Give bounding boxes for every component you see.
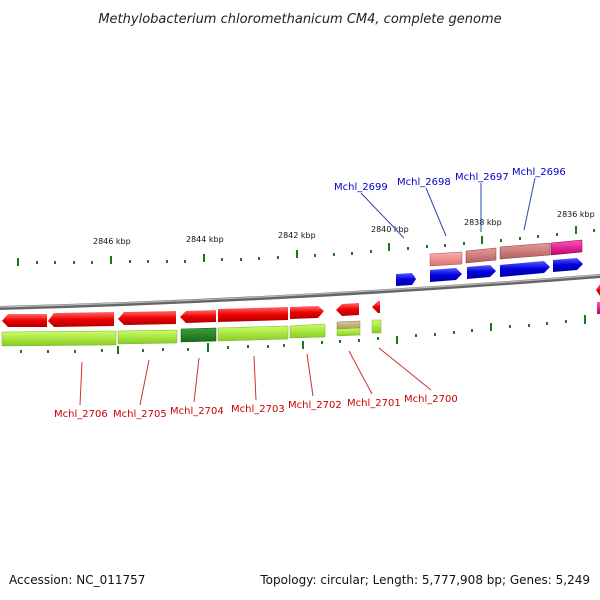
scale-ticks-lower — [20, 315, 586, 354]
cds-block[interactable] — [336, 327, 361, 337]
gene-label-mchl-2705[interactable]: Mchl_2705 — [113, 409, 167, 420]
cds-block[interactable] — [429, 251, 463, 267]
scale-label-2840: 2840 kbp — [371, 225, 409, 234]
gene-arrow[interactable] — [180, 310, 216, 323]
scale-label-2844: 2844 kbp — [186, 235, 224, 244]
gene-arrow[interactable] — [553, 258, 583, 272]
gene-label-mchl-2699[interactable]: Mchl_2699 — [334, 182, 388, 193]
accession-label: Accession: NC_011757 — [9, 573, 146, 587]
cds-block[interactable] — [550, 239, 583, 256]
gene-arrow[interactable] — [500, 261, 550, 277]
gene-label-mchl-2701[interactable]: Mchl_2701 — [347, 398, 401, 409]
gene-arrow[interactable] — [218, 307, 288, 322]
gene-label-mchl-2702[interactable]: Mchl_2702 — [288, 400, 342, 411]
gene-arrow[interactable] — [596, 284, 600, 296]
gene-label-mchl-2696[interactable]: Mchl_2696 — [512, 167, 566, 178]
cds-block[interactable] — [117, 329, 178, 345]
gene-label-mchl-2698[interactable]: Mchl_2698 — [397, 177, 451, 188]
cds-block[interactable] — [217, 325, 289, 342]
gene-labels-top: Mchl_2699 Mchl_2698 Mchl_2697 Mchl_2696 — [334, 167, 566, 239]
gene-label-mchl-2697[interactable]: Mchl_2697 — [455, 172, 509, 183]
gene-arrow[interactable] — [430, 268, 462, 282]
gene-track-reverse — [2, 284, 600, 327]
gene-arrow[interactable] — [372, 301, 380, 313]
genome-backbone — [0, 274, 600, 310]
map-title: Methylobacterium chloromethanicum CM4, c… — [98, 12, 501, 27]
gene-label-mchl-2704[interactable]: Mchl_2704 — [170, 406, 224, 417]
gene-arrow[interactable] — [396, 273, 416, 286]
scale-ticks-upper — [17, 226, 595, 266]
gene-arrow[interactable] — [118, 311, 176, 325]
cds-block[interactable] — [180, 327, 217, 343]
cds-track-reverse — [1, 302, 600, 347]
cds-block[interactable] — [289, 323, 326, 339]
scale-label-2846: 2846 kbp — [93, 237, 131, 246]
genome-info-label: Topology: circular; Length: 5,777,908 bp… — [260, 573, 590, 587]
gene-label-mchl-2703[interactable]: Mchl_2703 — [231, 404, 285, 415]
gene-track-forward — [396, 258, 583, 286]
cds-block[interactable] — [597, 302, 600, 314]
gene-label-mchl-2700[interactable]: Mchl_2700 — [404, 394, 458, 405]
gene-arrow[interactable] — [2, 314, 47, 327]
gene-labels-bottom: Mchl_2706 Mchl_2705 Mchl_2704 Mchl_2703 … — [54, 347, 458, 420]
gene-arrow[interactable] — [290, 306, 324, 319]
cds-block[interactable] — [1, 330, 117, 347]
gene-arrow[interactable] — [48, 312, 114, 327]
genome-backbone-highlight — [0, 274, 600, 308]
gene-label-mchl-2706[interactable]: Mchl_2706 — [54, 409, 108, 420]
cds-track-forward — [429, 239, 583, 267]
cds-block[interactable] — [371, 319, 382, 334]
cds-block[interactable] — [465, 247, 497, 264]
cds-block[interactable] — [336, 320, 361, 330]
scale-label-2842: 2842 kbp — [278, 231, 316, 240]
scale-label-2836: 2836 kbp — [557, 210, 595, 219]
gene-arrow[interactable] — [467, 265, 496, 279]
scale-label-2838: 2838 kbp — [464, 218, 502, 227]
gene-arrow[interactable] — [336, 303, 359, 316]
cds-block[interactable] — [499, 242, 551, 260]
